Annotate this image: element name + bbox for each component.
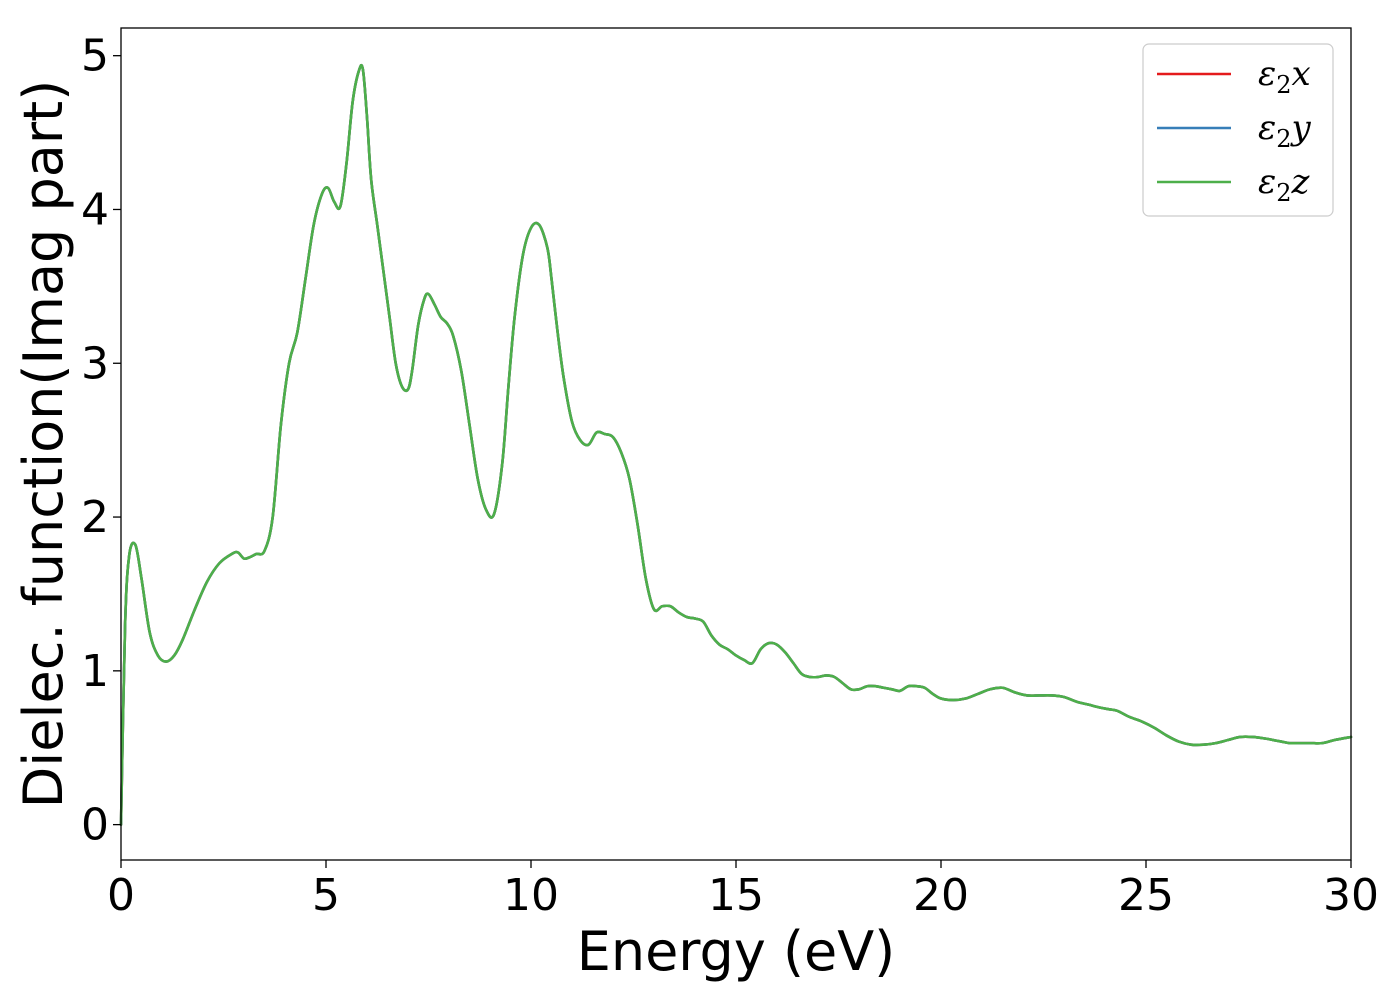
legend-items: ε2x ε2y ε2z [1157,54,1312,207]
legend-label-x: ε2x [1258,54,1311,99]
x-axis-title: Energy (eV) [577,920,896,983]
x-tick-label: 10 [503,870,559,921]
y-tick-label: 5 [81,31,109,82]
x-tick-label: 15 [708,870,764,921]
x-tick-label: 30 [1323,870,1379,921]
y-axis-title: Dielec. function(Imag part) [12,80,75,809]
series-line-z [119,63,1353,826]
y-tick-label: 3 [81,338,109,389]
y-tick-label: 2 [81,492,109,543]
y-tick-label: 1 [81,646,109,697]
y-tick-label: 0 [81,800,109,851]
x-tick-label: 25 [1118,870,1174,921]
y-tick-label: 4 [81,184,109,235]
x-axis-ticks: 0 5 10 15 20 25 30 [107,860,1379,921]
series-layer [119,63,1353,826]
x-tick-label: 20 [913,870,969,921]
y-axis-ticks: 0 1 2 3 4 5 [81,31,121,851]
legend-label-y: ε2y [1258,108,1312,153]
x-tick-label: 0 [107,870,135,921]
legend-box [1142,43,1334,217]
legend-label-z: ε2z [1258,162,1311,207]
x-tick-label: 5 [312,870,340,921]
legend: ε2x ε2y ε2z [1142,43,1334,217]
